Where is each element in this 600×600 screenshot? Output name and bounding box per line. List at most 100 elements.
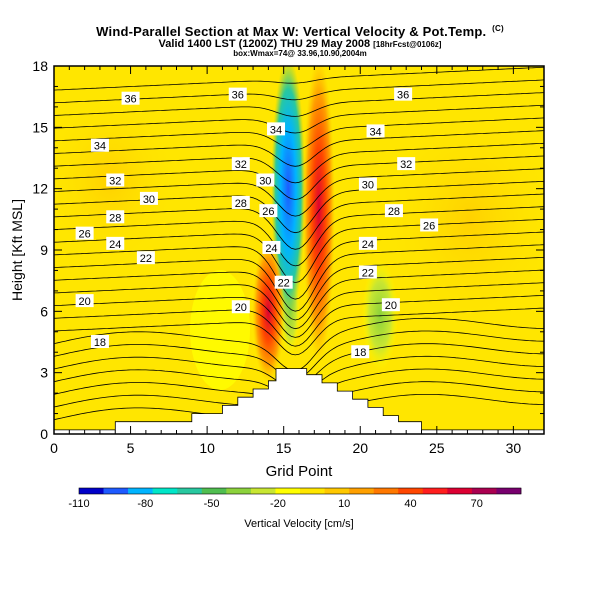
contour-label: 34 [90, 138, 109, 153]
contour-label-text: 24 [265, 243, 277, 255]
x-tick-label: 20 [352, 440, 368, 456]
contour-label-text: 28 [235, 198, 247, 210]
contour-label-text: 32 [109, 175, 121, 187]
colorbar-swatch [201, 488, 227, 494]
contour-label: 22 [274, 275, 293, 290]
contour-label-text: 30 [259, 175, 271, 187]
colorbar-swatch [152, 488, 178, 494]
contour-label-text: 28 [109, 212, 121, 224]
field-patch [190, 270, 250, 390]
colorbar-swatch [398, 488, 424, 494]
theta-contour-line [54, 295, 544, 347]
contour-label-text: 24 [362, 239, 374, 251]
contour-label-text: 28 [388, 206, 400, 218]
theta-contour-line [54, 193, 544, 250]
contour-label-text: 36 [124, 94, 136, 106]
theta-contour-line [54, 66, 544, 91]
theta-contour-line [54, 269, 544, 330]
contour-label: 22 [136, 251, 155, 265]
contour-label: 32 [397, 157, 416, 171]
contour-label: 26 [420, 218, 439, 232]
colorbar-tick-label: -110 [68, 498, 89, 510]
colorbar-swatch [79, 488, 104, 494]
box-info: box:Wmax=74@ 33.96,10.90,2004m [233, 49, 367, 58]
x-tick-label: 25 [429, 440, 445, 456]
x-axis-label: Grid Point [266, 463, 334, 480]
contour-label-text: 18 [354, 347, 366, 359]
colorbar-swatch [226, 488, 252, 494]
contour-label: 24 [358, 236, 377, 251]
contour-label-text: 36 [232, 90, 244, 102]
theta-contour-line [54, 180, 544, 234]
theta-contour-line [54, 104, 544, 134]
plot-area: 36 36 36 34 34 34 32 32 32 30 30 30 28 28 28 26 26 26 24 24… [54, 66, 544, 434]
contour-label: 36 [121, 91, 140, 106]
terrain [54, 368, 544, 434]
field-patch [380, 100, 544, 340]
contour-label: 28 [231, 195, 250, 210]
contour-label-text: 22 [362, 267, 374, 279]
colorbar-swatch [324, 488, 350, 494]
contour-label: 28 [106, 210, 125, 224]
contour-label: 20 [231, 300, 250, 314]
valid-time-text: Valid 1400 LST (1200Z) THU 29 May 2008 [158, 38, 371, 50]
theta-contour-line [54, 218, 544, 284]
contour-label-text: 26 [423, 220, 435, 232]
contour-label-text: 34 [270, 124, 282, 136]
contour-label: 18 [90, 335, 109, 349]
theta-contour-line [54, 168, 544, 217]
y-tick-label: 15 [32, 119, 48, 135]
colorbar-tick-label: 10 [338, 498, 350, 510]
weak-downdraft-patch [362, 260, 398, 370]
contour-label-text: 20 [235, 302, 247, 314]
colorbar-swatch [447, 488, 473, 494]
y-axis-label: Height [Kft MSL] [9, 199, 25, 301]
updraft-core [252, 240, 285, 383]
updraft-core [302, 66, 335, 363]
contour-label-text: 26 [262, 206, 274, 218]
contour-label-text: 20 [79, 296, 91, 308]
colorbar-tick-label: 40 [404, 498, 416, 510]
contour-label-text: 34 [369, 126, 381, 138]
x-tick-label: 15 [276, 440, 292, 456]
y-tick-label: 6 [40, 303, 48, 319]
colorbar: -110 -80 -50 -20 10 40 70 [68, 487, 522, 510]
contour-label: 24 [262, 240, 281, 255]
y-tick-label: 9 [40, 242, 48, 258]
contour-label-text: 26 [79, 229, 91, 241]
colorbar-label: Vertical Velocity [cm/s] [244, 518, 353, 530]
contour-label: 26 [259, 204, 278, 218]
colorbar-tick-label: 70 [471, 498, 483, 510]
x-axis: 0 5 10 15 20 25 30 [50, 66, 545, 456]
contour-label: 26 [75, 226, 94, 241]
contour-label-text: 34 [94, 141, 106, 153]
colorbar-tick-label: -80 [137, 498, 153, 510]
contour-label: 30 [256, 173, 275, 187]
theta-contour-line [54, 244, 544, 312]
contour-label-text: 30 [362, 180, 374, 192]
theta-contour-line [54, 155, 544, 200]
colorbar-swatch [300, 488, 325, 494]
theta-contour-line [54, 307, 544, 356]
colorbar-frame [78, 487, 522, 495]
y-tick-label: 0 [40, 426, 48, 442]
contour-label: 36 [228, 87, 247, 102]
contour-label: 36 [394, 87, 413, 102]
contour-label-text: 22 [278, 278, 290, 290]
contour-label-text: 24 [109, 239, 121, 251]
colorbar-swatch [471, 488, 497, 494]
colorbar-swatch [103, 488, 129, 494]
forecast-tag: [18hrFcst@0106z] [373, 40, 442, 49]
contour-label: 24 [106, 236, 125, 251]
contour-label: 34 [267, 122, 286, 136]
colorbar-swatch [177, 488, 203, 494]
colorbar-swatch [496, 488, 522, 494]
theta-contour-line [54, 257, 544, 321]
contour-label: 20 [381, 298, 400, 312]
contour-label: 18 [351, 345, 370, 359]
theta-contour-line [54, 130, 544, 167]
x-tick-label: 10 [199, 440, 215, 456]
theta-contour-line [54, 92, 544, 117]
colorbar-swatch [128, 488, 153, 494]
